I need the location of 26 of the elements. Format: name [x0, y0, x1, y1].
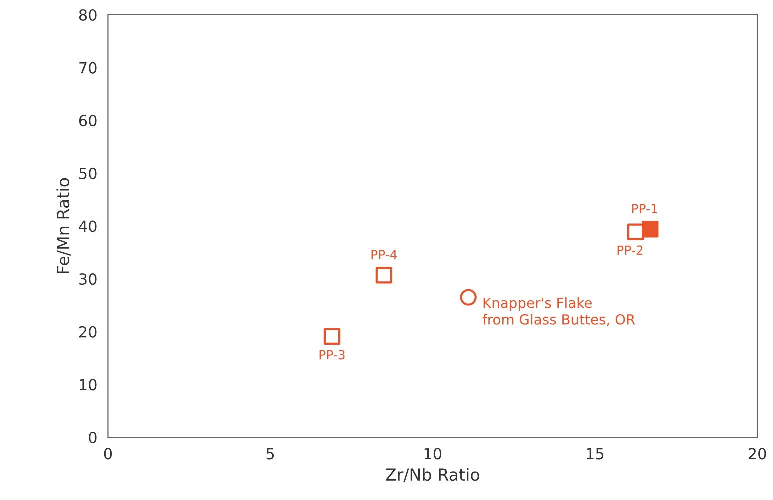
annotation: PP-1: [632, 204, 658, 214]
y-tick-label: 10: [80, 379, 97, 391]
point: [627, 224, 644, 240]
series-label: Knapper's Flake from Glass Buttes, OR: [482, 298, 636, 326]
y-tick-label: 20: [79, 326, 97, 338]
y-axis-title: Fe/Mn Ratio: [56, 178, 71, 274]
y-tick-label: 80: [79, 9, 97, 22]
point: [460, 289, 477, 306]
x-axis-title: Zr/Nb Ratio: [386, 468, 480, 482]
y-tick-label: 60: [79, 115, 97, 127]
annotation: PP-4: [372, 250, 398, 260]
x-tick-label: 5: [266, 448, 274, 460]
x-tick-label: 20: [748, 448, 766, 460]
x-tick-label: 10: [424, 448, 442, 460]
x-tick-label: 15: [587, 448, 604, 460]
y-tick-label: 40: [79, 220, 97, 232]
y-tick-label: 70: [80, 62, 97, 74]
x-tick-label: 0: [104, 448, 112, 460]
point: [642, 221, 659, 238]
point: [376, 267, 393, 284]
y-tick-label: 30: [80, 274, 97, 286]
annotation: PP-2: [618, 246, 643, 255]
annotation: PP-3: [320, 350, 345, 360]
y-tick-label: 0: [89, 432, 97, 444]
y-tick-label: 50: [80, 168, 97, 180]
point: [324, 328, 341, 345]
